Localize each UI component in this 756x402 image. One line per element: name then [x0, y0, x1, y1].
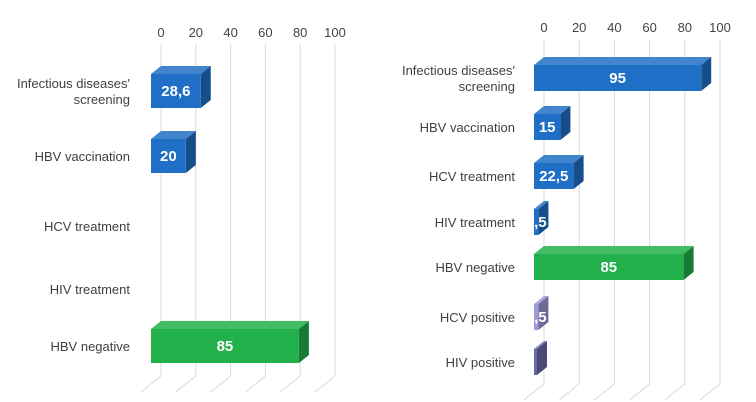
bar-side	[538, 296, 549, 330]
bar-top	[534, 201, 549, 209]
data-label: 85	[600, 259, 617, 276]
bar	[151, 139, 186, 173]
bar	[151, 74, 201, 108]
bar-side	[538, 201, 549, 235]
category-label: HIV treatment	[50, 282, 131, 297]
gridline-floor	[140, 375, 162, 393]
category-label: HBV negative	[436, 260, 516, 275]
tick-label: 100	[709, 20, 731, 35]
bar-top	[151, 131, 196, 139]
bar	[534, 114, 561, 140]
bar-top	[534, 106, 571, 114]
data-label: 95	[609, 70, 626, 87]
gridline-floor	[594, 383, 615, 401]
category-label: Infectious diseases' screening	[402, 63, 515, 94]
tick-label: 0	[540, 20, 547, 35]
tick-label: 40	[607, 20, 621, 35]
category-label: HIV positive	[446, 355, 515, 370]
gridline-floor	[664, 383, 686, 401]
bar-side	[185, 131, 196, 173]
bar-top	[534, 296, 549, 304]
bar	[534, 349, 537, 375]
gridline-floor	[558, 383, 580, 401]
category-label: HBV vaccination	[35, 149, 130, 164]
data-label: 85	[217, 338, 234, 355]
tick-label: 20	[572, 20, 586, 35]
bar-side	[200, 66, 211, 108]
bar	[534, 163, 574, 189]
category-label: Infectious diseases' screening	[17, 76, 130, 107]
data-label: 20	[160, 148, 177, 165]
category-label: HCV positive	[440, 310, 515, 325]
bar-side	[683, 246, 694, 280]
category-label: HBV vaccination	[420, 120, 515, 135]
bar	[534, 304, 539, 330]
bar	[534, 254, 684, 280]
bar-side	[573, 155, 584, 189]
bar-side	[701, 57, 712, 91]
tick-label: 40	[223, 25, 237, 40]
data-label: 28,6	[161, 83, 190, 100]
bar	[534, 65, 702, 91]
data-label: 15	[539, 119, 556, 136]
tick-label: 100	[324, 25, 346, 40]
bar	[534, 209, 539, 235]
bar-top	[534, 246, 694, 254]
tick-label: 80	[293, 25, 307, 40]
bar-top	[151, 66, 211, 74]
bar-top	[151, 321, 309, 329]
tick-label: 60	[258, 25, 272, 40]
bar-top	[534, 155, 584, 163]
data-label: 2,5	[526, 309, 547, 326]
tick-label: 60	[642, 20, 656, 35]
gridline-floor	[245, 375, 266, 393]
gridline-floor	[175, 375, 197, 393]
bar-top	[534, 341, 547, 349]
gridline-floor	[629, 383, 650, 401]
category-label: HIV treatment	[435, 215, 516, 230]
data-label: 22,5	[539, 168, 568, 185]
tick-label: 20	[189, 25, 203, 40]
gridline-floor	[523, 383, 545, 401]
gridline-floor	[279, 375, 301, 393]
category-label: HCV treatment	[429, 169, 515, 184]
bar-top	[534, 57, 712, 65]
tick-label: 0	[157, 25, 164, 40]
tick-label: 80	[678, 20, 692, 35]
bar-side	[537, 341, 547, 375]
bar-side	[298, 321, 309, 363]
gridline-floor	[314, 375, 336, 393]
data-label: 2,5	[526, 214, 547, 231]
category-label: HBV negative	[51, 339, 131, 354]
bar	[151, 329, 299, 363]
bar-side	[560, 106, 571, 140]
gridline-floor	[210, 375, 231, 393]
category-label: HCV treatment	[44, 219, 130, 234]
gridline-floor	[699, 383, 721, 401]
